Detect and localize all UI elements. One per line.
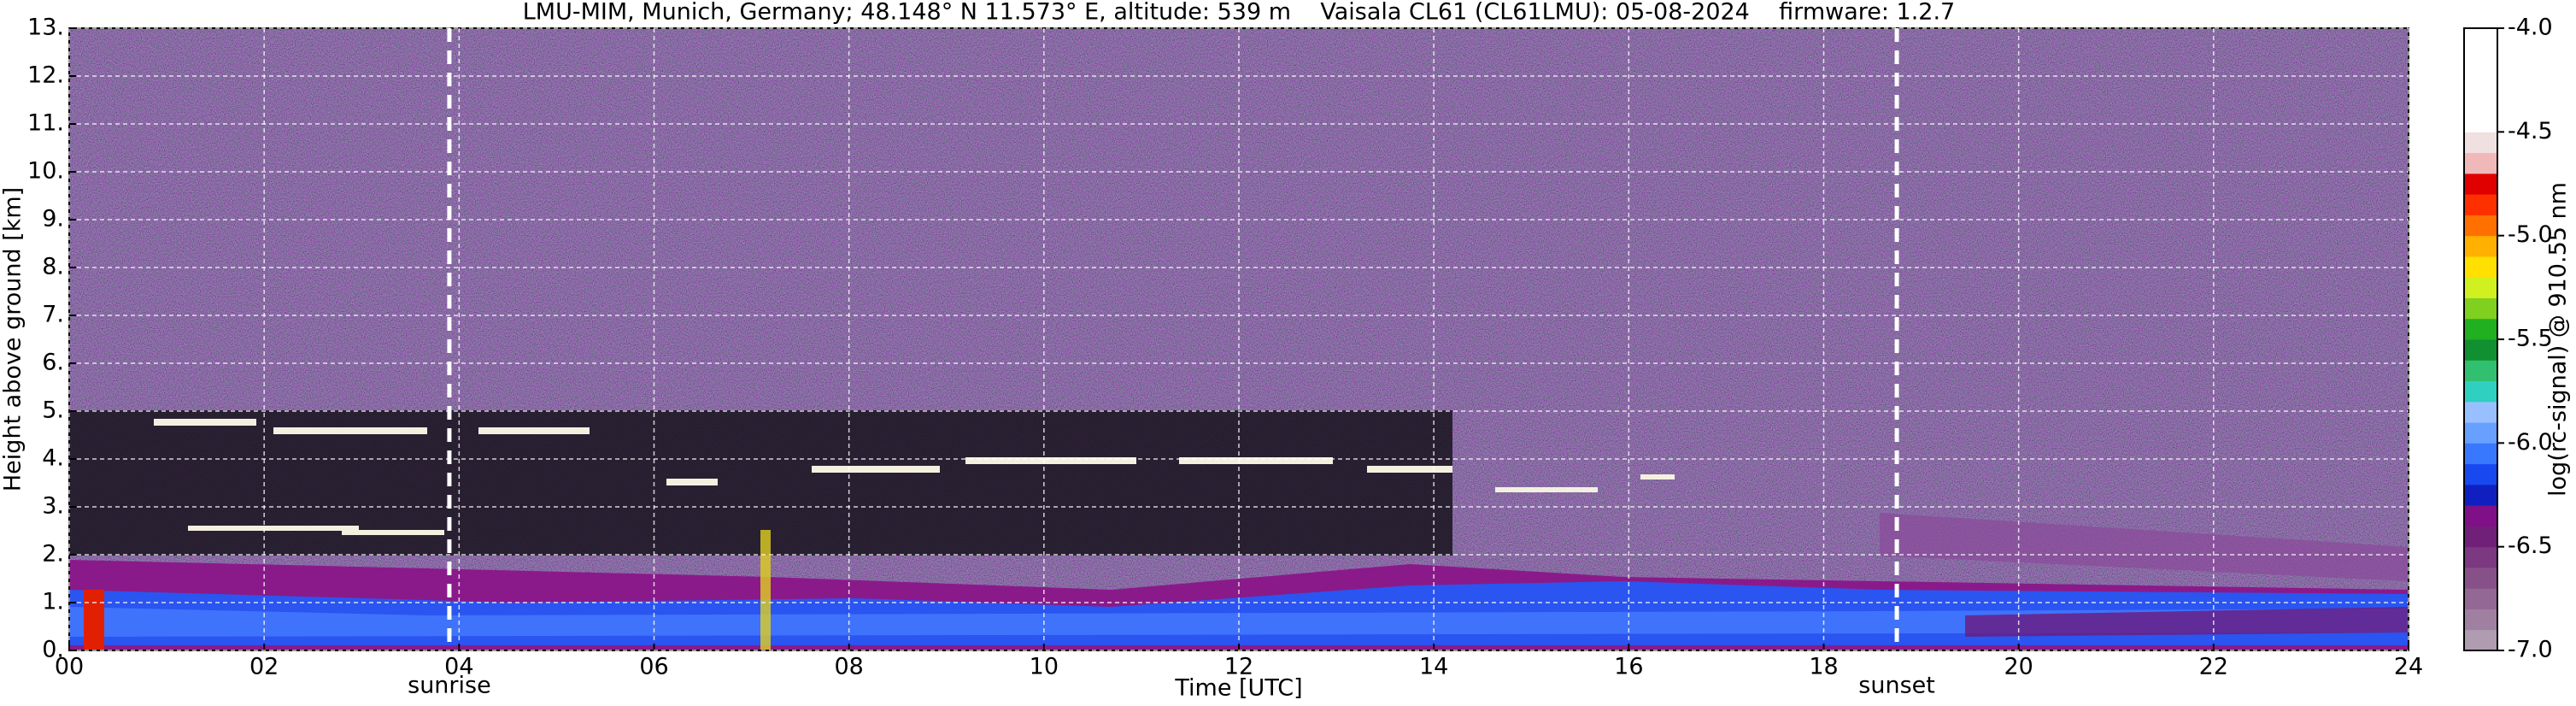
colorbar-label: log(rc-signal) @ 910.55 nm xyxy=(2545,182,2572,497)
x-tick-label: 02 xyxy=(249,654,279,680)
colorbar-segment xyxy=(2464,194,2497,215)
colorbar-segment xyxy=(2464,49,2497,71)
colorbar-segment xyxy=(2464,173,2497,195)
y-tick-label: 7. xyxy=(42,302,64,328)
y-tick-label: 3. xyxy=(42,493,64,520)
colorbar-segment xyxy=(2464,526,2497,548)
y-tick-label: 1. xyxy=(42,589,64,615)
colorbar-tick-label: -5.5 xyxy=(2508,326,2553,352)
rain-streak xyxy=(760,530,771,650)
y-tick-label: 9. xyxy=(42,206,64,232)
colorbar-tick-label: -6.0 xyxy=(2508,429,2553,456)
y-tick-label: 8. xyxy=(42,254,64,280)
colorbar-segment xyxy=(2464,235,2497,257)
colorbar-segment xyxy=(2464,567,2497,589)
rain-streak xyxy=(84,590,104,650)
colorbar-tick-label: -6.5 xyxy=(2508,532,2553,559)
annotation-label: sunset xyxy=(1858,673,1935,699)
colorbar-segment xyxy=(2464,28,2497,50)
colorbar-segment xyxy=(2464,609,2497,631)
colorbar-segment xyxy=(2464,546,2497,568)
x-tick-label: 18 xyxy=(1809,654,1838,680)
x-axis-label: Time [UTC] xyxy=(1174,675,1302,702)
x-tick-label: 14 xyxy=(1419,654,1448,680)
colorbar-segment xyxy=(2464,256,2497,278)
colorbar-segment xyxy=(2464,588,2497,609)
colorbar-segment xyxy=(2464,318,2497,340)
colorbar-segment xyxy=(2464,380,2497,403)
colorbar-segment xyxy=(2464,484,2497,506)
colorbar-segment xyxy=(2464,463,2497,485)
y-axis-label: Height above ground [km] xyxy=(0,187,26,491)
x-tick-label: 22 xyxy=(2199,654,2228,680)
colorbar-segment xyxy=(2464,90,2497,112)
chart-title: LMU-MIM, Munich, Germany; 48.148° N 11.5… xyxy=(523,0,1956,26)
y-tick-label: 12. xyxy=(27,62,64,89)
colorbar-tick-label: -7.0 xyxy=(2508,637,2553,663)
colorbar-segment xyxy=(2464,505,2497,527)
colorbar-segment xyxy=(2464,152,2497,174)
y-tick-label: 4. xyxy=(42,445,64,472)
y-tick-label: 2. xyxy=(42,541,64,568)
x-tick-label: 00 xyxy=(55,654,84,680)
y-tick-label: 6. xyxy=(42,350,64,376)
colorbar-tick-label: -4.0 xyxy=(2508,15,2553,41)
colorbar-tick-label: -4.5 xyxy=(2508,118,2553,144)
x-tick-label: 06 xyxy=(639,654,668,680)
colorbar-segment xyxy=(2464,360,2497,382)
x-tick-label: 08 xyxy=(834,654,863,680)
colorbar-segment xyxy=(2464,422,2497,444)
colorbar-segment xyxy=(2464,339,2497,361)
colorbar-segment xyxy=(2464,69,2497,91)
y-tick-label: 0. xyxy=(42,637,64,663)
colorbar-segment xyxy=(2464,111,2497,132)
cloud-layer xyxy=(154,419,1675,535)
y-tick-label: 13. xyxy=(27,15,64,41)
y-tick-label: 10. xyxy=(27,158,64,185)
colorbar-segment xyxy=(2464,215,2497,237)
x-tick-label: 20 xyxy=(2004,654,2033,680)
night-layer xyxy=(1965,607,2409,637)
annotation-label: sunrise xyxy=(408,673,491,699)
colorbar-segment xyxy=(2464,443,2497,465)
y-tick-label: 11. xyxy=(27,110,64,137)
x-tick-label: 04 xyxy=(444,654,473,680)
residual-layer xyxy=(1880,513,2409,581)
low-noise-region xyxy=(69,410,1452,556)
colorbar-segment xyxy=(2464,629,2497,651)
y-tick-label: 5. xyxy=(42,397,64,424)
x-tick-label: 10 xyxy=(1030,654,1059,680)
colorbar-segment xyxy=(2464,277,2497,298)
x-tick-label: 24 xyxy=(2394,654,2423,680)
x-tick-label: 16 xyxy=(1614,654,1643,680)
colorbar-segment xyxy=(2464,132,2497,154)
x-tick-label: 12 xyxy=(1224,654,1253,680)
colorbar-tick-label: -5.0 xyxy=(2508,221,2553,248)
colorbar-segment xyxy=(2464,401,2497,423)
colorbar-segment xyxy=(2464,297,2497,320)
